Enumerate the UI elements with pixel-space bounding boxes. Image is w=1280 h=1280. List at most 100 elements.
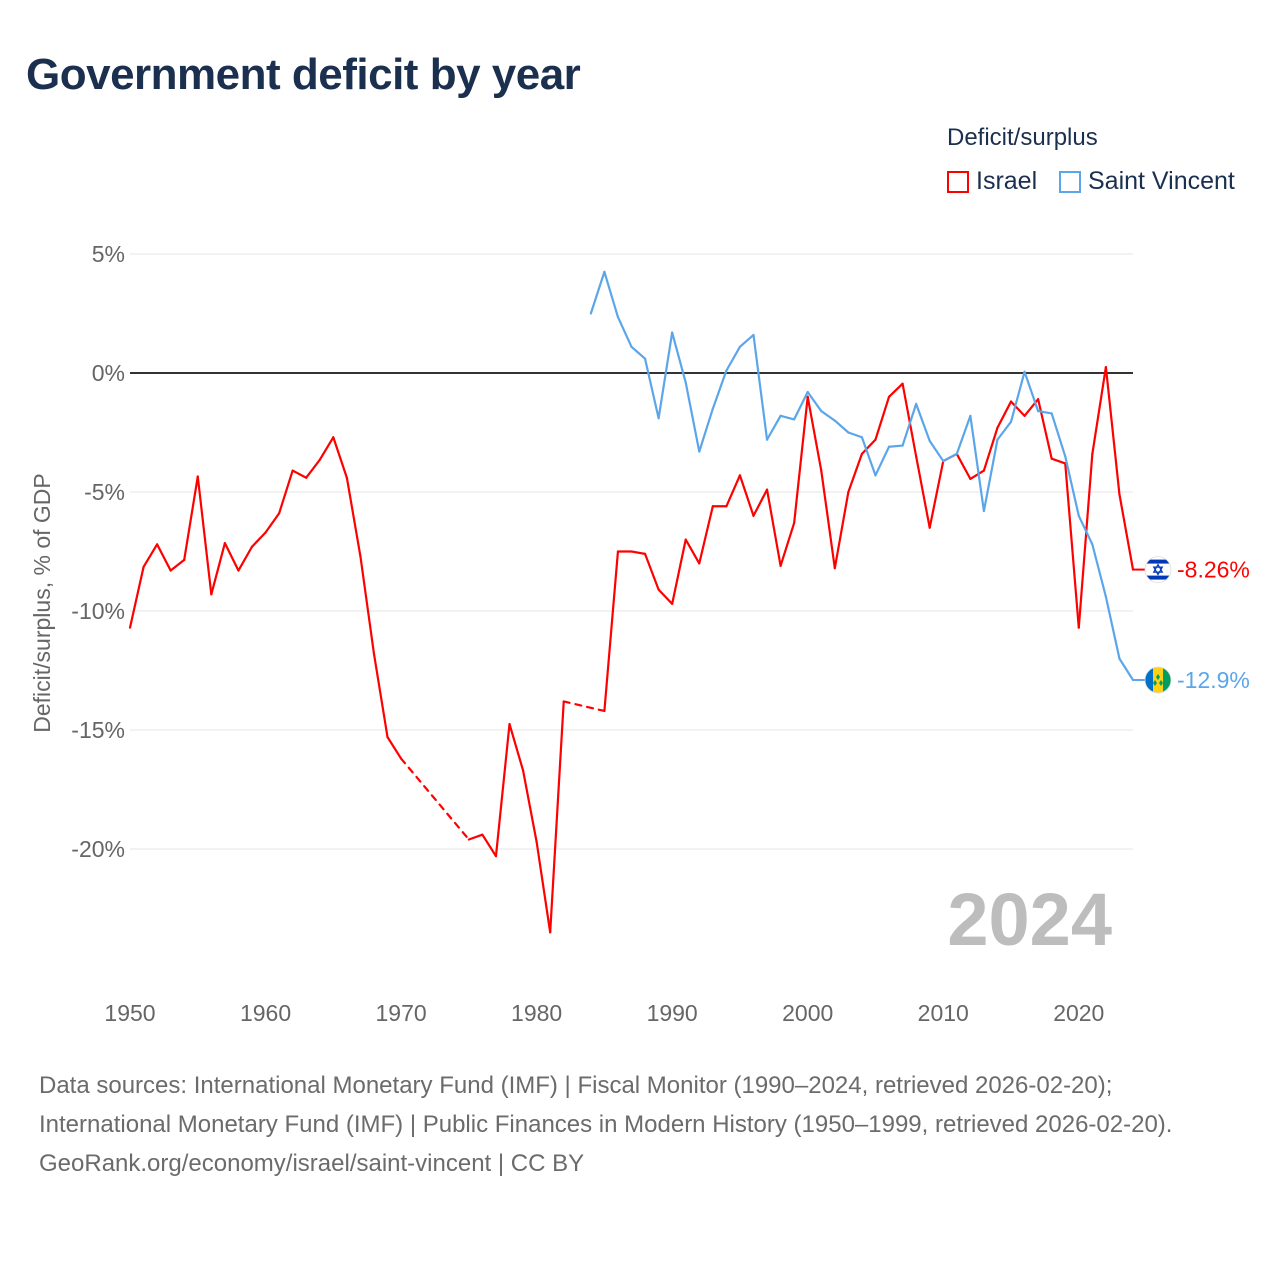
line-segment: [1118, 493, 1135, 571]
saint-vincent-flag-icon: [1144, 666, 1172, 694]
line-segment: [928, 459, 945, 529]
line-segment: [901, 382, 918, 458]
line-segment: [793, 395, 809, 525]
line-segment: [1037, 409, 1053, 415]
line-segment: [494, 722, 511, 858]
line-segment: [549, 700, 565, 934]
legend-item-israel[interactable]: Israel: [947, 167, 1037, 196]
line-segment: [847, 452, 864, 494]
line-segment: [684, 538, 701, 565]
line-segment: [779, 521, 796, 567]
data-sources: Data sources: International Monetary Fun…: [39, 1072, 1173, 1138]
line-segment: [169, 558, 186, 572]
legend-swatch-saint-vincent: [1059, 170, 1081, 193]
line-segment: [752, 333, 769, 441]
line-segment: [847, 431, 864, 439]
chart-area: 5% 0% -5% -10% -15% -20% 1950 1960 1970 1980 1990…: [29, 241, 1250, 1026]
line-segment: [982, 438, 999, 513]
line-segment: [332, 436, 348, 479]
line-segment: [969, 414, 986, 513]
line-segment: [738, 474, 755, 517]
line-segment: [1050, 412, 1067, 458]
line-segment: [955, 452, 972, 481]
line-segment: [996, 400, 1013, 429]
y-tick-label: -10%: [71, 598, 125, 624]
line-segment: [887, 444, 904, 448]
line-segment: [698, 407, 714, 453]
x-tick-label: 2000: [782, 1000, 833, 1026]
line-segment: [386, 736, 403, 760]
line-segment: [806, 390, 823, 413]
line-segment: [359, 555, 376, 655]
line-segment: [305, 458, 321, 479]
line-segment: [833, 419, 850, 434]
line-segment: [1064, 455, 1080, 517]
series-israel[interactable]: [128, 365, 1145, 934]
line-segment: [684, 381, 701, 453]
line-segment: [874, 395, 891, 441]
line-segment: [671, 538, 687, 605]
line-segment: [630, 550, 647, 555]
line-segment: [955, 414, 972, 456]
line-segment: [1037, 398, 1053, 460]
line-segment: [725, 345, 742, 372]
line-segment-gap: [562, 700, 606, 713]
line-segment: [874, 445, 891, 477]
line-segment: [291, 469, 308, 479]
line-segment: [887, 382, 904, 398]
legend-title: Deficit/surplus: [947, 124, 1098, 151]
line-segment: [779, 414, 796, 421]
line-segment: [237, 545, 254, 572]
end-value-label: -8.26%: [1177, 557, 1250, 583]
y-tick-label: -5%: [84, 479, 125, 505]
line-segment: [996, 420, 1013, 441]
line-segment: [793, 390, 809, 421]
line-segment: [210, 542, 226, 596]
chart-title: Government deficit by year: [26, 50, 581, 99]
line-segment: [1009, 370, 1026, 423]
line-segment: [223, 542, 240, 572]
x-tick-label: 1950: [104, 1000, 155, 1026]
line-segment: [657, 331, 674, 420]
line-segment: [860, 436, 877, 477]
line-segment: [250, 531, 267, 548]
line-segment: [643, 552, 660, 591]
line-segment: [630, 345, 647, 360]
line-segment: [657, 588, 674, 605]
x-tick-label: 1980: [511, 1000, 562, 1026]
line-segment: [1023, 370, 1040, 413]
x-tick-label: 1990: [647, 1000, 698, 1026]
series-saint-vincent[interactable]: [589, 270, 1145, 682]
line-segment: [765, 488, 782, 567]
line-segment: [942, 452, 958, 463]
line-segment: [318, 436, 335, 461]
line-segment: [616, 315, 633, 348]
line-segment: [915, 455, 931, 529]
credit-link[interactable]: GeoRank.org/economy/israel/saint-vincent…: [39, 1150, 585, 1177]
line-segment: [521, 769, 538, 843]
line-segment: [901, 402, 918, 447]
line-segment: [196, 475, 213, 596]
line-segment: [969, 469, 986, 481]
line-segment: [1077, 452, 1094, 629]
x-tick-label: 2010: [918, 1000, 969, 1026]
line-segment: [603, 270, 620, 319]
y-tick-label: -20%: [71, 836, 125, 862]
line-segment: [535, 840, 552, 934]
footer: Data sources: International Monetary Fun…: [39, 1066, 1239, 1183]
line-segment: [1077, 514, 1094, 546]
line-segment: [860, 438, 877, 456]
line-segment: [643, 357, 660, 420]
line-segment: [481, 833, 498, 858]
end-value-label: -12.9%: [1177, 667, 1250, 693]
line-segment-gap: [399, 757, 470, 841]
legend-item-saint-vincent[interactable]: Saint Vincent: [1059, 167, 1235, 196]
line-segment: [142, 543, 159, 569]
israel-flag-icon: [1144, 556, 1172, 583]
line-segment: [589, 270, 606, 315]
line-segment: [820, 469, 836, 570]
line-segment: [915, 402, 931, 442]
legend-label-israel: Israel: [976, 167, 1038, 195]
x-tick-label: 2020: [1053, 1000, 1104, 1026]
line-segment: [671, 331, 687, 384]
